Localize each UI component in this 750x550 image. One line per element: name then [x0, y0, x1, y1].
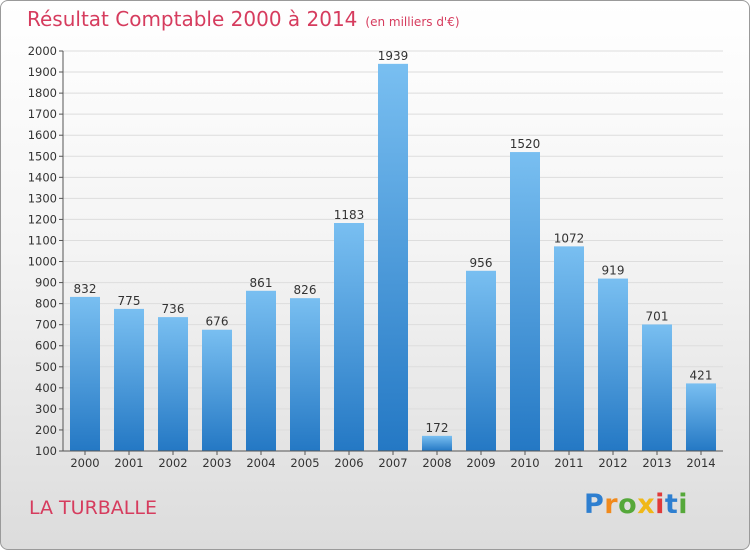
y-tick-label: 1300	[28, 191, 57, 205]
chart-title-text: Résultat Comptable 2000 à 2014	[27, 7, 358, 31]
labels: 100 200 300 400 500 600 700 800 900 1000 1100 1200 1…	[28, 44, 716, 470]
bar-2006	[334, 223, 364, 451]
bar-value-label: 861	[250, 276, 273, 290]
y-tick-label: 1700	[28, 107, 57, 121]
bar-value-label: 1939	[378, 49, 409, 63]
bar-value-label: 826	[294, 283, 317, 297]
y-tick-label: 500	[35, 360, 57, 374]
x-tick-label: 2003	[202, 456, 231, 470]
bar-2013	[642, 324, 672, 451]
x-tick-label: 2014	[686, 456, 715, 470]
bar-2014	[686, 383, 716, 451]
y-tick-label: 700	[35, 318, 57, 332]
logo-letter: r	[604, 489, 619, 520]
y-tick-label: 1900	[28, 65, 57, 79]
y-tick-label: 1200	[28, 212, 57, 226]
x-tick-label: 2002	[158, 456, 187, 470]
y-tick-label: 1500	[28, 149, 57, 163]
bar-value-label: 956	[470, 256, 493, 270]
logo-letter: x	[637, 489, 656, 520]
x-tick-label: 2010	[510, 456, 539, 470]
y-tick-label: 2000	[28, 44, 57, 58]
chart-subtitle: (en milliers d'€)	[365, 15, 460, 29]
bar-value-label: 1183	[334, 208, 365, 222]
y-tick-label: 600	[35, 339, 57, 353]
bar-value-label: 1072	[554, 231, 585, 245]
y-tick-label: 300	[35, 402, 57, 416]
y-tick-label: 1800	[28, 86, 57, 100]
bar-2009	[466, 270, 496, 451]
x-tick-label: 2001	[114, 456, 143, 470]
y-tick-label: 900	[35, 276, 57, 290]
bar-value-label: 736	[162, 302, 185, 316]
x-tick-label: 2008	[422, 456, 451, 470]
bar-value-label: 172	[426, 421, 449, 435]
y-tick-label: 100	[35, 444, 57, 458]
x-tick-label: 2000	[70, 456, 99, 470]
bar-value-label: 832	[74, 282, 97, 296]
y-tick-label: 1000	[28, 255, 57, 269]
logo-letter: i	[678, 489, 689, 520]
y-tick-label: 400	[35, 381, 57, 395]
bar-value-label: 1520	[510, 137, 541, 151]
bar-2010	[510, 152, 540, 452]
bar-value-label: 701	[646, 309, 669, 323]
x-tick-label: 2007	[378, 456, 407, 470]
chart-title: Résultat Comptable 2000 à 2014 (en millie…	[27, 7, 460, 31]
city-name: LA TURBALLE	[29, 497, 157, 519]
x-tick-label: 2004	[246, 456, 275, 470]
bar-2003	[202, 329, 232, 451]
bar-value-label: 919	[602, 264, 625, 278]
bar-2012	[598, 278, 628, 451]
bar-2000	[70, 296, 100, 451]
y-tick-label: 1600	[28, 128, 57, 142]
bars	[70, 63, 716, 452]
y-tick-label: 200	[35, 423, 57, 437]
logo-letter: o	[618, 489, 638, 520]
x-tick-label: 2006	[334, 456, 363, 470]
logo-letter: t	[664, 489, 679, 520]
bar-2007	[378, 63, 408, 452]
x-tick-label: 2012	[598, 456, 627, 470]
logo-letter: i	[655, 489, 665, 520]
bar-value-label: 775	[118, 294, 141, 308]
y-tick-label: 800	[35, 297, 57, 311]
bar-2004	[246, 290, 276, 451]
bar-2005	[290, 298, 320, 451]
x-tick-label: 2013	[642, 456, 671, 470]
x-tick-label: 2011	[554, 456, 583, 470]
y-tick-label: 1400	[28, 170, 57, 184]
axes	[59, 50, 723, 455]
logo-letter: P	[584, 489, 605, 520]
x-tick-label: 2005	[290, 456, 319, 470]
y-tick-label: 1100	[28, 233, 57, 247]
bar-value-label: 676	[206, 315, 229, 329]
proxiti-logo: Proxiti	[584, 489, 688, 520]
bar-2011	[554, 246, 584, 451]
bar-2008	[422, 435, 452, 451]
bar-2001	[114, 308, 144, 451]
x-tick-label: 2009	[466, 456, 495, 470]
bar-value-label: 421	[690, 368, 713, 382]
bar-2002	[158, 317, 188, 451]
